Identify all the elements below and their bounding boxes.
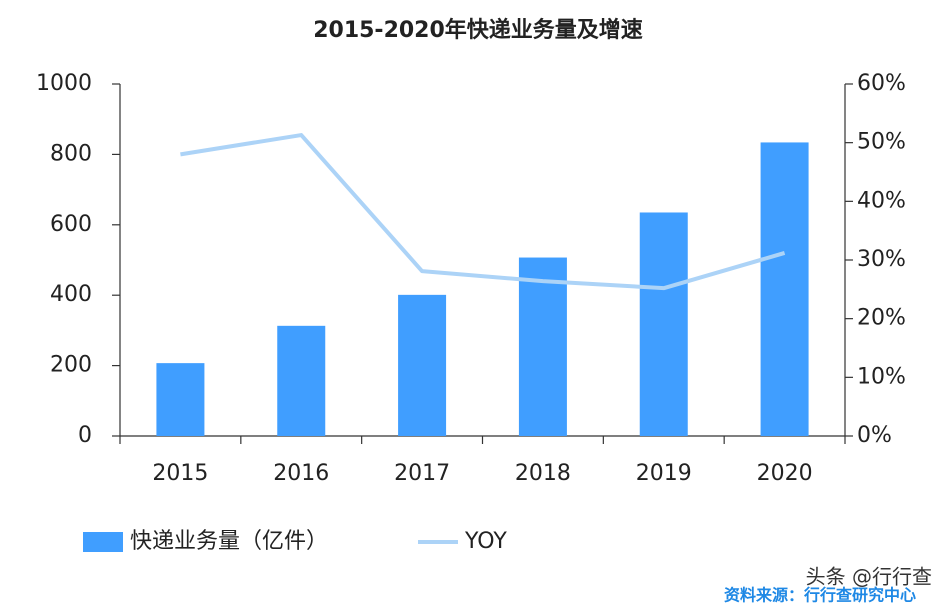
y-tick-label: 600 xyxy=(50,212,92,237)
y-tick-label: 400 xyxy=(50,282,92,307)
y-tick-label: 200 xyxy=(50,353,92,378)
bar xyxy=(760,142,809,436)
bar xyxy=(277,325,326,436)
x-tick-label: 2019 xyxy=(636,461,692,486)
y2-tick-label: 0% xyxy=(857,423,892,448)
chart-title: 2015-2020年快递业务量及增速 xyxy=(313,17,643,43)
x-tick-label: 2020 xyxy=(757,461,813,486)
x-tick-label: 2017 xyxy=(394,461,450,486)
y2-tick-label: 30% xyxy=(857,247,906,272)
bar xyxy=(639,212,688,436)
watermark: 头条 @行行查 xyxy=(806,565,932,589)
y-tick-label: 0 xyxy=(78,423,92,448)
y2-tick-label: 50% xyxy=(857,130,906,155)
legend-label: 快递业务量（亿件） xyxy=(130,529,328,554)
bar xyxy=(156,363,205,436)
source: 资料来源：行行查研究中心 xyxy=(724,586,916,605)
bar xyxy=(518,257,567,436)
x-tick-label: 2018 xyxy=(515,461,571,486)
y-tick-label: 1000 xyxy=(36,71,92,96)
legend-swatch xyxy=(83,532,123,552)
legend-label: YOY xyxy=(464,529,507,554)
line xyxy=(180,133,786,291)
y2-tick-label: 40% xyxy=(857,188,906,213)
x-tick-label: 2016 xyxy=(273,461,329,486)
bar xyxy=(398,294,447,436)
x-tick-label: 2015 xyxy=(152,461,208,486)
y2-tick-label: 20% xyxy=(857,306,906,331)
y2-tick-label: 10% xyxy=(857,364,906,389)
y2-tick-label: 60% xyxy=(857,71,906,96)
y-tick-label: 800 xyxy=(50,141,92,166)
